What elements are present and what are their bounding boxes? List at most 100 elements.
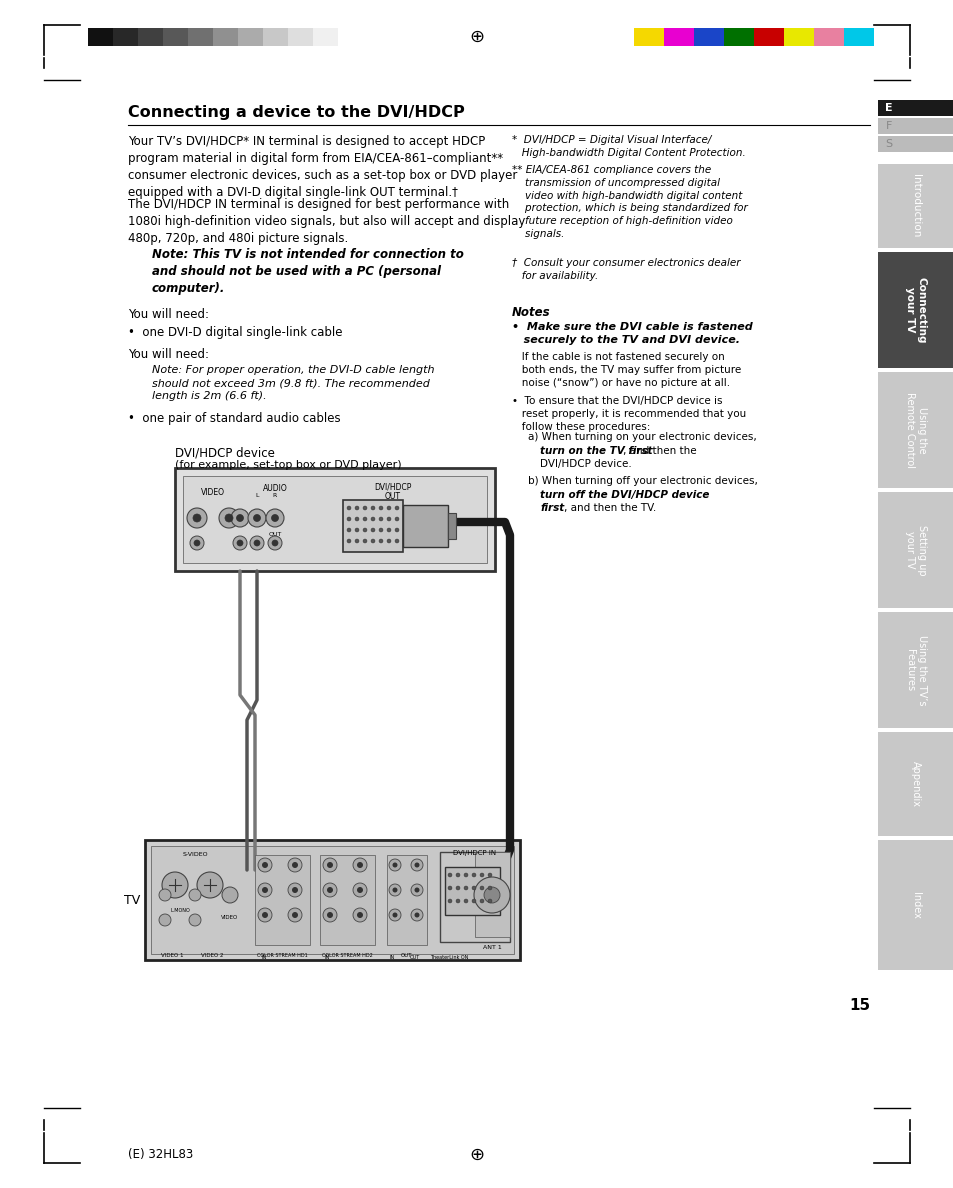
Circle shape xyxy=(448,886,452,890)
Text: , and then the: , and then the xyxy=(622,446,696,456)
Bar xyxy=(877,252,953,368)
Text: OUT: OUT xyxy=(401,953,413,958)
Text: Using the
Remote Control: Using the Remote Control xyxy=(904,392,925,468)
Circle shape xyxy=(392,862,397,867)
Text: TheaterLink ON: TheaterLink ON xyxy=(430,955,468,960)
Text: •  one pair of standard audio cables: • one pair of standard audio cables xyxy=(128,412,340,425)
Circle shape xyxy=(371,506,375,510)
Text: AUDIO: AUDIO xyxy=(262,484,287,493)
Circle shape xyxy=(378,539,382,543)
Circle shape xyxy=(389,884,400,896)
Bar xyxy=(634,29,663,46)
Bar xyxy=(145,840,519,960)
Text: You will need:: You will need: xyxy=(128,348,209,361)
Bar xyxy=(877,732,953,836)
Text: a) When turning on your electronic devices,: a) When turning on your electronic devic… xyxy=(527,432,756,442)
Circle shape xyxy=(371,517,375,522)
Text: If the cable is not fastened securely on
   both ends, the TV may suffer from pi: If the cable is not fastened securely on… xyxy=(512,352,740,387)
Circle shape xyxy=(463,899,468,903)
Circle shape xyxy=(363,506,367,510)
Circle shape xyxy=(463,886,468,890)
Circle shape xyxy=(253,514,260,522)
Circle shape xyxy=(219,508,239,527)
Circle shape xyxy=(472,886,476,890)
Text: Index: Index xyxy=(910,891,920,918)
Bar xyxy=(899,100,953,116)
Circle shape xyxy=(323,883,336,897)
Circle shape xyxy=(411,909,422,921)
Circle shape xyxy=(353,858,367,872)
Circle shape xyxy=(353,908,367,922)
Circle shape xyxy=(363,517,367,522)
Circle shape xyxy=(193,541,200,546)
Bar xyxy=(288,29,313,46)
Bar xyxy=(753,29,783,46)
Text: IN: IN xyxy=(325,955,330,960)
Circle shape xyxy=(488,899,492,903)
Circle shape xyxy=(479,899,483,903)
Circle shape xyxy=(411,884,422,896)
Circle shape xyxy=(395,539,398,543)
Circle shape xyxy=(187,508,207,527)
Circle shape xyxy=(378,506,382,510)
Bar xyxy=(663,29,693,46)
Circle shape xyxy=(456,886,459,890)
Circle shape xyxy=(189,914,201,925)
Circle shape xyxy=(488,873,492,877)
Circle shape xyxy=(411,859,422,871)
Circle shape xyxy=(162,872,188,898)
Circle shape xyxy=(389,859,400,871)
Text: ⊕: ⊕ xyxy=(469,1146,484,1164)
Bar xyxy=(843,29,873,46)
Text: VIDEO 2: VIDEO 2 xyxy=(200,953,223,958)
Bar xyxy=(783,29,813,46)
Circle shape xyxy=(472,899,476,903)
Text: Appendix: Appendix xyxy=(910,762,920,807)
Bar xyxy=(88,29,112,46)
Bar xyxy=(188,29,213,46)
Text: L: L xyxy=(255,493,258,498)
Text: 15: 15 xyxy=(848,998,870,1012)
Circle shape xyxy=(292,887,297,893)
Bar xyxy=(343,500,402,552)
Circle shape xyxy=(323,908,336,922)
Bar xyxy=(877,840,953,969)
Bar xyxy=(313,29,337,46)
Text: Using the TV’s
Features: Using the TV’s Features xyxy=(904,634,925,706)
Circle shape xyxy=(288,858,302,872)
Circle shape xyxy=(262,887,268,893)
Circle shape xyxy=(363,527,367,532)
Text: turn off the DVI/HDCP device: turn off the DVI/HDCP device xyxy=(539,489,709,500)
Text: VIDEO: VIDEO xyxy=(221,915,238,920)
Text: OUT: OUT xyxy=(385,492,400,501)
Circle shape xyxy=(222,887,237,903)
Text: Connecting
your TV: Connecting your TV xyxy=(904,277,925,343)
Circle shape xyxy=(189,889,201,901)
Text: b) When turning off your electronic devices,: b) When turning off your electronic devi… xyxy=(527,476,757,486)
Circle shape xyxy=(323,858,336,872)
Bar xyxy=(877,135,899,152)
Text: COLOR STREAM HD2: COLOR STREAM HD2 xyxy=(321,953,372,958)
Circle shape xyxy=(266,508,284,527)
Circle shape xyxy=(231,508,249,527)
Text: VIDEO: VIDEO xyxy=(201,488,225,497)
Circle shape xyxy=(387,517,391,522)
Circle shape xyxy=(392,887,397,892)
Text: DVI/HDCP device: DVI/HDCP device xyxy=(174,446,274,459)
Bar xyxy=(263,29,288,46)
Circle shape xyxy=(190,536,204,550)
Circle shape xyxy=(395,517,398,522)
Bar xyxy=(877,164,953,248)
Circle shape xyxy=(262,862,268,868)
Text: You will need:: You will need: xyxy=(128,308,209,321)
Text: †  Consult your consumer electronics dealer
   for availability.: † Consult your consumer electronics deal… xyxy=(512,258,740,280)
Circle shape xyxy=(456,899,459,903)
Circle shape xyxy=(193,514,201,522)
Circle shape xyxy=(355,517,358,522)
Text: ⊕: ⊕ xyxy=(469,29,484,46)
Circle shape xyxy=(353,883,367,897)
Bar xyxy=(877,118,899,134)
Circle shape xyxy=(472,873,476,877)
Circle shape xyxy=(355,539,358,543)
Text: S: S xyxy=(884,139,892,148)
